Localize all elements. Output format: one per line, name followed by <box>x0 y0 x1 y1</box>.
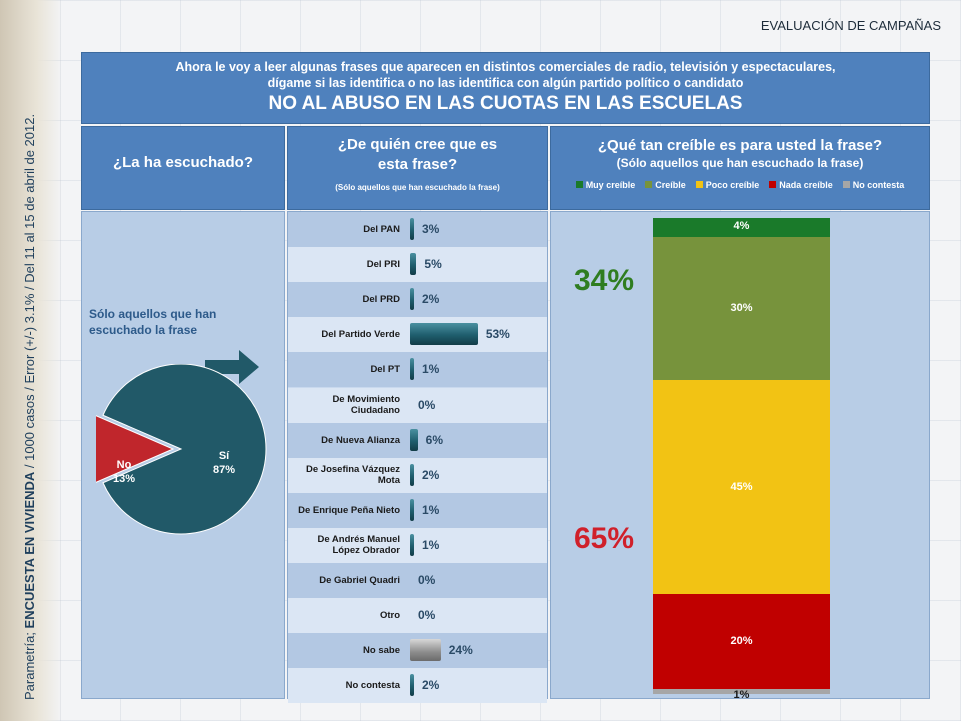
phrase-title: NO AL ABUSO EN LAS CUOTAS EN LAS ESCUELA… <box>268 93 743 114</box>
attribution-row: De Josefina Vázquez Mota 2% <box>288 457 547 493</box>
heard-title: ¿La ha escuchado? <box>112 154 254 171</box>
bar <box>410 674 414 697</box>
not-credible-total: 65% <box>574 522 635 555</box>
heard-pie-chart <box>96 364 267 535</box>
bar-category-label: Del PRD <box>362 294 400 306</box>
bar <box>410 323 478 346</box>
bar-category-label: De Josefina Vázquez Mota <box>306 464 400 487</box>
attribution-row: No sabe 24% <box>288 633 547 669</box>
stack-segment-no-contesta: 1% <box>653 689 830 701</box>
attribution-note: (Sólo aquellos que han escuchado la fras… <box>335 183 500 192</box>
bar-value-label: 1% <box>422 537 440 552</box>
bar <box>410 428 418 451</box>
attribution-title: ¿De quién cree que es esta frase? <box>337 136 498 173</box>
bar-category-label: Otro <box>379 610 400 622</box>
pie-label-si: Sí 87% <box>213 450 236 476</box>
attribution-row: No contesta 2% <box>288 668 547 704</box>
attribution-row: Del PAN 3% <box>288 212 547 247</box>
bar <box>410 218 414 240</box>
subset-note: Sólo aquellos que han escuchado la frase <box>89 307 217 337</box>
bar <box>410 498 414 521</box>
stack-segment-poco-creible: 45% <box>653 379 830 595</box>
bar-value-label: 5% <box>424 257 442 272</box>
attribution-row: De Gabriel Quadri 0% <box>288 563 547 598</box>
right-arrow-icon <box>205 350 259 384</box>
legend-no-contesta: No contesta <box>842 180 904 190</box>
stack-segment-nada-creible: 20% <box>653 594 830 690</box>
legend-creible: Creíble <box>645 180 686 190</box>
stack-value-label: 30% <box>730 302 753 315</box>
credibility-column-header: ¿Qué tan creíble es para usted la frase?… <box>550 126 930 210</box>
credible-total: 34% <box>574 264 635 297</box>
stack-value-label: 4% <box>733 220 750 232</box>
bar <box>410 533 414 556</box>
attribution-row: Del PRD 2% <box>288 282 547 318</box>
attribution-row: Del PT 1% <box>288 352 547 388</box>
stack-value-label: 20% <box>730 635 753 648</box>
bar-category-label: No sabe <box>363 645 400 657</box>
credibility-legend: Muy creíble Creíble Poco creíble Nada cr… <box>551 180 929 190</box>
bar-category-label: Del PRI <box>366 259 400 271</box>
legend-muy-creible: Muy creíble <box>575 180 635 190</box>
bar <box>410 288 414 311</box>
attribution-row: De Andrés Manuel López Obrador 1% <box>288 527 547 563</box>
stack-value-label: 1% <box>733 689 750 702</box>
bar-value-label: 1% <box>422 502 440 517</box>
pie-slice-si <box>102 364 267 535</box>
bar <box>410 358 414 381</box>
attribution-row: De Nueva Alianza 6% <box>288 422 547 458</box>
bar-category-label: De Enrique Peña Nieto <box>298 504 400 516</box>
credibility-title: ¿Qué tan creíble es para usted la frase? <box>597 137 883 154</box>
decorative-strip <box>0 0 62 721</box>
stack-value-label: 45% <box>730 480 753 493</box>
bar-value-label: 2% <box>422 292 440 307</box>
bar-value-label: 2% <box>422 467 440 482</box>
bar-category-label: De Gabriel Quadri <box>319 575 400 586</box>
bar-category-label: Del PT <box>370 364 400 376</box>
bar-category-label: De Nueva Alianza <box>321 434 400 446</box>
bar-value-label: 0% <box>418 608 436 623</box>
attribution-row: De Movimiento Ciudadano 0% <box>288 387 547 423</box>
bar-value-label: 24% <box>448 643 473 658</box>
pie-slice-no <box>96 415 175 483</box>
bar-category-label: Del PAN <box>363 224 400 235</box>
bar-value-label: 2% <box>422 678 440 693</box>
section-label: EVALUACIÓN DE CAMPAÑAS <box>760 18 941 33</box>
attribution-row: Del PRI 5% <box>288 247 547 283</box>
attribution-row: De Enrique Peña Nieto 1% <box>288 492 547 528</box>
credibility-note: (Sólo aquellos que han escuchado la fras… <box>616 156 864 170</box>
survey-source-text: Parametría; ENCUESTA EN VIVIENDA / 1000 … <box>22 113 37 700</box>
legend-nada-creible: Nada creíble <box>769 180 833 190</box>
bar-category-label: De Movimiento Ciudadano <box>332 394 400 416</box>
bar-category-label: De Andrés Manuel López Obrador <box>317 534 400 557</box>
attribution-column-header: ¿De quién cree que es esta frase? (Sólo … <box>287 126 548 210</box>
bar <box>410 253 417 276</box>
bar-category-label: Del Partido Verde <box>321 329 400 341</box>
question-header: Ahora le voy a leer algunas frases que a… <box>81 52 930 124</box>
heard-column-header: ¿La ha escuchado? <box>81 126 285 210</box>
legend-poco-creible: Poco creíble <box>695 180 759 190</box>
attribution-row: Del Partido Verde 53% <box>288 317 547 353</box>
bar-value-label: 53% <box>485 327 510 342</box>
bar-value-label: 6% <box>425 432 444 447</box>
bar <box>410 463 414 486</box>
bar-value-label: 3% <box>422 222 440 236</box>
bar-value-label: 1% <box>422 362 440 377</box>
question-text: Ahora le voy a leer algunas frases que a… <box>175 60 836 90</box>
stack-segment-muy-creible: 4% <box>653 218 830 238</box>
attribution-row: Otro 0% <box>288 598 547 634</box>
bar <box>410 639 441 662</box>
bar-category-label: No contesta <box>345 680 400 692</box>
stack-segment-creible: 30% <box>653 237 830 380</box>
bar-value-label: 0% <box>418 573 436 587</box>
pie-label-no: No 13% <box>113 459 136 485</box>
bar-value-label: 0% <box>418 397 436 412</box>
